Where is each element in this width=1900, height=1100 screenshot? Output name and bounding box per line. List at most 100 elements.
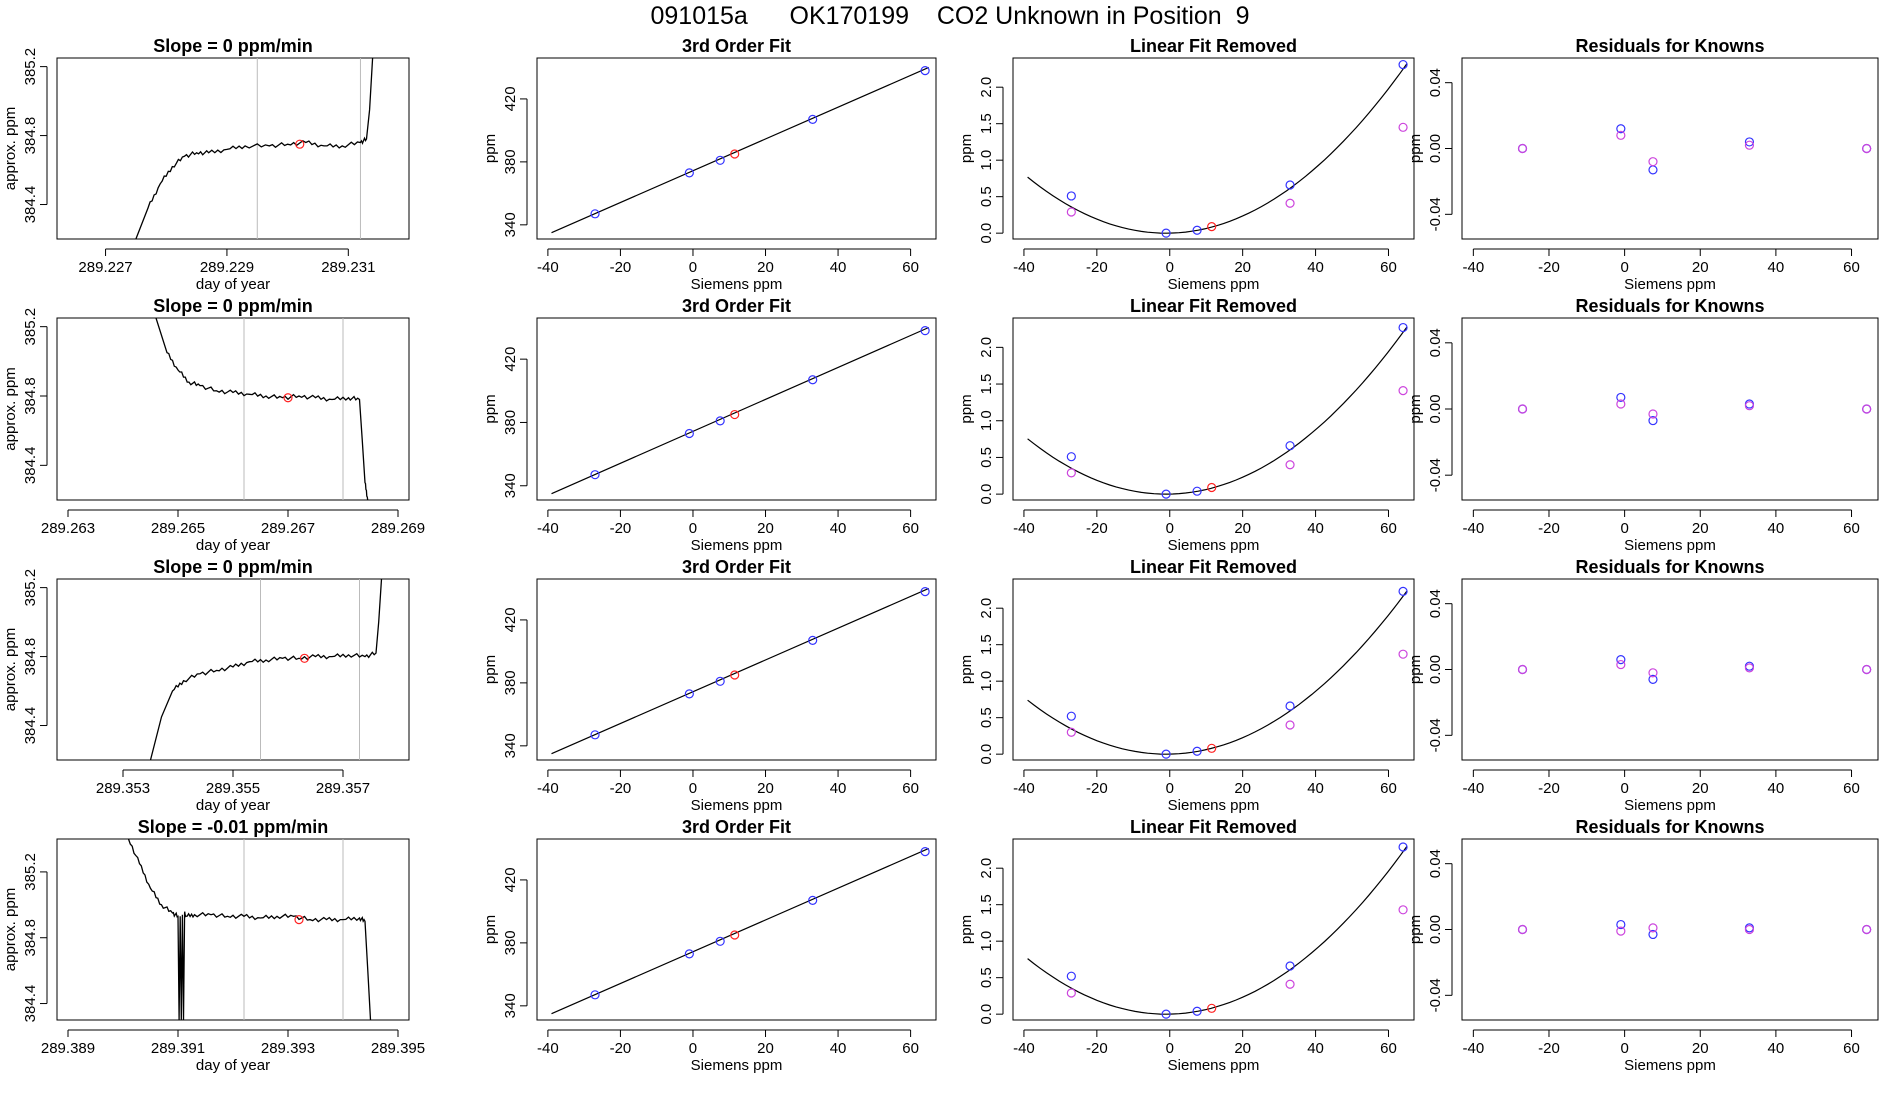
data-point-known <box>1066 971 1076 981</box>
y-axis-label: ppm <box>482 394 499 423</box>
data-point-known <box>1616 392 1626 403</box>
x-tick-label: 20 <box>757 780 774 797</box>
x-tick-label: 20 <box>1234 259 1251 276</box>
y-tick-label: 384.8 <box>22 919 39 957</box>
data-point-unknown <box>730 930 740 940</box>
data-point-linear <box>1616 659 1626 670</box>
chart-panel: Residuals for Knowns -40 -20 0 20 40 60 Siemens… <box>1407 557 1879 814</box>
y-axis-label: ppm <box>1407 134 1424 163</box>
y-tick-label: 420 <box>502 347 519 372</box>
y-tick-label: 0.0 <box>978 223 995 244</box>
data-point-known <box>1648 674 1658 684</box>
data-point-known <box>920 586 930 597</box>
y-tick-label: 0.04 <box>1427 849 1444 878</box>
y-tick-label: -0.04 <box>1427 458 1444 492</box>
data-point-known <box>715 155 725 165</box>
x-tick-label: -20 <box>610 1040 632 1057</box>
chart-title: Linear Fit Removed <box>1130 817 1297 837</box>
x-tick-label: 289.353 <box>96 780 150 797</box>
x-tick-label: 40 <box>1768 520 1785 537</box>
data-point-known <box>920 326 930 336</box>
x-tick-label: -20 <box>1086 259 1108 276</box>
plot-frame <box>536 57 937 240</box>
y-tick-label: 1.0 <box>978 150 995 171</box>
x-axis-label: Siemens ppm <box>1168 1057 1260 1074</box>
data-point-known <box>1161 749 1171 759</box>
x-tick-label: 0 <box>1166 1040 1174 1057</box>
data-point-known <box>590 990 600 1000</box>
x-tick-label: -40 <box>1463 780 1485 797</box>
y-tick-label: 2.0 <box>978 858 995 879</box>
chart-title: Residuals for Knowns <box>1575 817 1764 837</box>
plot-area <box>551 847 929 1015</box>
x-tick-label: -20 <box>610 780 632 797</box>
data-point-known <box>1066 452 1076 462</box>
y-tick-label: 340 <box>502 473 519 498</box>
data-point-known <box>1616 124 1626 134</box>
data-point-linear <box>1744 663 1755 673</box>
y-tick-label: 0.00 <box>1427 134 1444 163</box>
x-tick-label: -20 <box>1086 1040 1108 1057</box>
data-point-known <box>1285 441 1295 451</box>
x-tick-label: 60 <box>1843 259 1860 276</box>
x-tick-label: 40 <box>1768 780 1785 797</box>
x-tick-label: 0 <box>689 520 697 537</box>
plot-area <box>1027 846 1408 1015</box>
data-point-linear <box>1744 140 1755 150</box>
data-point-linear <box>1648 923 1658 933</box>
chart-panel: 3rd Order Fit -40 -20 0 20 40 60 Siemens ppm 340… <box>482 36 937 293</box>
data-point-known <box>1192 1006 1202 1016</box>
data-point-unknown <box>1207 1003 1217 1013</box>
data-point-known <box>808 375 818 385</box>
data-point-linear <box>1517 664 1528 675</box>
data-point-linear <box>1398 386 1408 396</box>
data-point-linear <box>1862 404 1872 414</box>
data-point-unknown <box>730 149 740 159</box>
x-tick-label: 20 <box>1234 780 1251 797</box>
x-tick-label: 20 <box>1234 1040 1251 1057</box>
data-point-known <box>715 936 725 946</box>
chart-panel: 3rd Order Fit -40 -20 0 20 40 60 Siemens ppm 340… <box>482 296 937 554</box>
data-point-known <box>590 730 600 740</box>
chart-panel: Residuals for Knowns -40 -20 0 20 40 60 Siemens… <box>1407 296 1879 554</box>
x-tick-label: 0 <box>1166 780 1174 797</box>
chart-title: Residuals for Knowns <box>1575 557 1764 577</box>
data-point-known <box>808 635 818 645</box>
y-tick-label: 0.00 <box>1427 915 1444 944</box>
data-point-linear <box>1616 130 1626 140</box>
x-tick-label: 289.389 <box>41 1040 95 1057</box>
y-tick-label: 340 <box>502 212 519 237</box>
y-tick-label: 0.5 <box>978 447 995 468</box>
x-tick-label: 0 <box>689 780 697 797</box>
x-tick-label: 0 <box>1620 780 1628 797</box>
plot-area <box>1027 63 1408 234</box>
x-tick-label: -40 <box>1013 520 1035 537</box>
fit-curve <box>1027 846 1408 1015</box>
fit-curve <box>1027 63 1408 234</box>
x-tick-label: 60 <box>1843 780 1860 797</box>
x-tick-label: 0 <box>1166 520 1174 537</box>
x-tick-label: 289.391 <box>151 1040 205 1057</box>
y-axis-label: ppm <box>958 655 975 684</box>
x-tick-label: 20 <box>1692 780 1709 797</box>
x-tick-label: -20 <box>1086 780 1108 797</box>
data-point-linear <box>1744 401 1755 411</box>
chart-title: 3rd Order Fit <box>682 36 791 56</box>
x-tick-label: 289.393 <box>261 1040 315 1057</box>
x-tick-label: -20 <box>1086 520 1108 537</box>
y-tick-label: 0.04 <box>1427 68 1444 97</box>
data-point-known <box>1616 919 1626 930</box>
chart-title: 3rd Order Fit <box>682 557 791 577</box>
y-tick-label: 420 <box>502 607 519 632</box>
y-axis-label: ppm <box>1407 394 1424 423</box>
data-point-known <box>715 416 725 426</box>
y-tick-label: 0.0 <box>978 1004 995 1025</box>
data-point-unknown <box>283 393 293 403</box>
chart-title: Slope = 0 ppm/min <box>153 296 313 316</box>
chart-panel: Slope = 0 ppm/min 289.353 289.355 289.357 da… <box>2 557 410 814</box>
x-tick-label: -20 <box>610 259 632 276</box>
data-point-known <box>1285 961 1295 971</box>
x-tick-label: -40 <box>1463 1040 1485 1057</box>
plot-area <box>149 579 383 760</box>
